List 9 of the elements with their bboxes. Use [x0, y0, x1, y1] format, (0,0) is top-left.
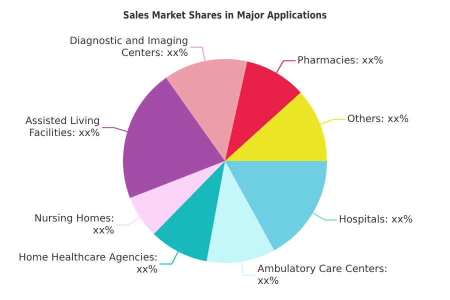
- slice-label: Diagnostic and Imaging Centers: xx%: [70, 36, 188, 59]
- slice-label: Others: xx%: [347, 114, 409, 125]
- slice-label: Home Healthcare Agencies: xx%: [18, 252, 158, 276]
- slice-label: Nursing Homes: xx%: [34, 214, 114, 237]
- slice-label: Pharmacies: xx%: [297, 55, 384, 66]
- slice-label: Hospitals: xx%: [338, 214, 413, 226]
- slice-label: Ambulatory Care Centers: xx%: [258, 264, 388, 288]
- chart-title: Sales Market Shares in Major Applications: [123, 10, 328, 22]
- slice-label: Assisted Living Facilities: xx%: [25, 116, 100, 140]
